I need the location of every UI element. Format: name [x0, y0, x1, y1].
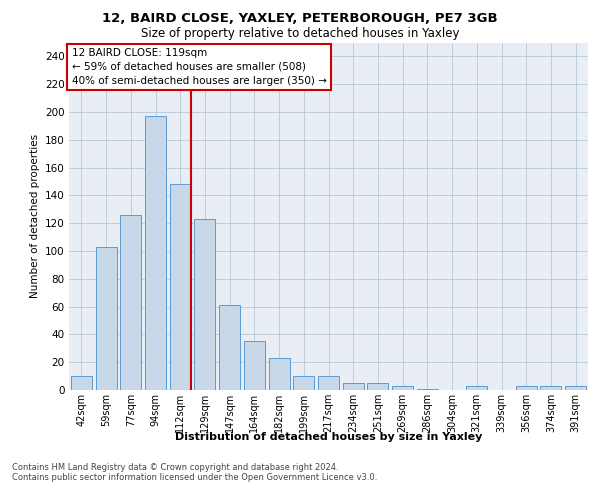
Bar	[120, 215, 141, 390]
Bar	[367, 383, 388, 390]
Bar	[293, 376, 314, 390]
Bar	[95, 247, 116, 390]
Text: Contains HM Land Registry data © Crown copyright and database right 2024.: Contains HM Land Registry data © Crown c…	[12, 462, 338, 471]
Bar	[565, 386, 586, 390]
Text: 12, BAIRD CLOSE, YAXLEY, PETERBOROUGH, PE7 3GB: 12, BAIRD CLOSE, YAXLEY, PETERBOROUGH, P…	[102, 12, 498, 26]
Y-axis label: Number of detached properties: Number of detached properties	[29, 134, 40, 298]
Bar	[466, 386, 487, 390]
Bar	[318, 376, 339, 390]
Bar	[392, 386, 413, 390]
Bar	[71, 376, 92, 390]
Bar	[417, 388, 438, 390]
Bar	[219, 305, 240, 390]
Bar	[343, 383, 364, 390]
Bar	[541, 386, 562, 390]
Bar	[145, 116, 166, 390]
Text: Distribution of detached houses by size in Yaxley: Distribution of detached houses by size …	[175, 432, 482, 442]
Text: 12 BAIRD CLOSE: 119sqm
← 59% of detached houses are smaller (508)
40% of semi-de: 12 BAIRD CLOSE: 119sqm ← 59% of detached…	[71, 48, 326, 86]
Bar	[516, 386, 537, 390]
Bar	[194, 219, 215, 390]
Bar	[269, 358, 290, 390]
Bar	[170, 184, 191, 390]
Bar	[244, 342, 265, 390]
Text: Contains public sector information licensed under the Open Government Licence v3: Contains public sector information licen…	[12, 472, 377, 482]
Text: Size of property relative to detached houses in Yaxley: Size of property relative to detached ho…	[141, 28, 459, 40]
